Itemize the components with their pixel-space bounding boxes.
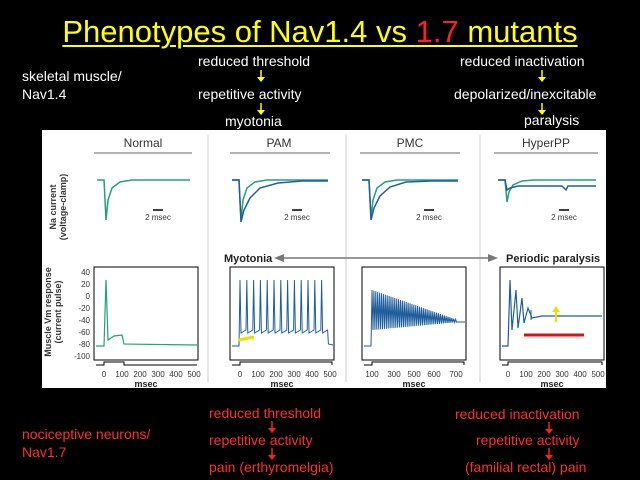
col1-top-a: reduced threshold [198, 53, 311, 69]
arrow-down-icon [545, 448, 553, 460]
col2-top-b: depolarized/inexcitable [454, 86, 597, 102]
pam-trace [232, 279, 334, 347]
ytick: -80 [78, 340, 90, 349]
ytick: -40 [78, 316, 90, 325]
slide-title: Phenotypes of Nav1.4 vs 1.7 mutants [0, 14, 640, 50]
col1-top-c: myotonia [225, 113, 282, 129]
xlabel: msec [270, 379, 293, 388]
ylabel-na-current-line2: (voltage-clamp) [58, 174, 68, 241]
ylabel-na-current-line1: Na current [48, 184, 58, 229]
col2-bottom-c: (familial rectal) pain [465, 459, 587, 475]
col1-bottom-a: reduced threshold [209, 405, 322, 421]
xtick: 300 [151, 370, 165, 379]
xtick: 200 [537, 370, 551, 379]
xtick: 100 [365, 370, 379, 379]
phenotype-figure: Normal PAM PMC HyperPP Na current (volta… [43, 135, 605, 388]
xtick: 0 [102, 370, 107, 379]
title-part1: Phenotypes of Nav1.4 vs [62, 14, 416, 49]
col2-top-c: paralysis [524, 112, 580, 128]
xtick: 0 [506, 370, 511, 379]
col2-bottom-b: repetitive activity [476, 432, 580, 448]
scale-bar-label: 2 msec [551, 213, 577, 222]
scale-bar-label: 2 msec [145, 213, 171, 222]
xtick: 300 [387, 370, 401, 379]
arrow-down-icon [268, 421, 276, 433]
col1-bottom-b: repetitive activity [209, 432, 313, 448]
xtick: 300 [287, 370, 301, 379]
scale-bar-label: 2 msec [416, 213, 442, 222]
label-nav14: Nav1.4 [22, 86, 67, 102]
arrow-down-icon [538, 103, 546, 115]
xtick: 400 [169, 370, 183, 379]
ytick: -60 [78, 328, 90, 337]
xtick: 100 [251, 370, 265, 379]
xtick: 600 [427, 370, 441, 379]
ylabel-vm-line2: (current pulse) [53, 280, 63, 343]
scale-bar-label: 2 msec [284, 213, 310, 222]
ylabel-vm-line1: Muscle Vm response [43, 267, 53, 357]
pmc-spike-path [364, 289, 465, 347]
xtick: 200 [133, 370, 147, 379]
label-nociceptive: nociceptive neurons/ [22, 426, 151, 442]
panel-label-normal: Normal [124, 136, 163, 150]
panel-label-pmc: PMC [397, 136, 424, 150]
pmc-trace [364, 289, 465, 347]
arrow-down-icon [538, 70, 546, 82]
title-part3: mutants [458, 14, 578, 49]
xtick: 100 [519, 370, 533, 379]
xtick: 700 [449, 370, 463, 379]
figure-panel: Normal PAM PMC HyperPP Na current (volta… [42, 130, 606, 388]
label-nav17: Nav1.7 [22, 444, 67, 460]
ytick: 20 [81, 280, 90, 289]
arrow-down-icon [268, 448, 276, 460]
col2-top-a: reduced inactivation [460, 53, 585, 69]
label-skeletal-muscle: skeletal muscle/ [22, 68, 122, 84]
arrow-down-icon [257, 70, 265, 82]
arrow-down-icon [257, 103, 265, 115]
ytick: -100 [74, 352, 91, 361]
xlabel: msec [402, 379, 425, 388]
xtick: 500 [407, 370, 421, 379]
ytick: 0 [86, 292, 91, 301]
xtick: 0 [238, 370, 243, 379]
ytick: 40 [81, 268, 90, 277]
xtick: 500 [323, 370, 337, 379]
xtick: 200 [269, 370, 283, 379]
panel-label-hyperpp: HyperPP [522, 136, 570, 150]
title-part2: 1.7 [415, 14, 459, 49]
xtick: 100 [115, 370, 129, 379]
panel-label-pam: PAM [266, 136, 291, 150]
col1-top-b: repetitive activity [198, 86, 302, 102]
xtick: 500 [187, 370, 201, 379]
xtick: 500 [591, 370, 605, 379]
xtick: 400 [305, 370, 319, 379]
col1-bottom-c: pain (erthyromelgia) [209, 459, 334, 475]
col2-bottom-a: reduced inactivation [455, 406, 580, 422]
xlabel: msec [540, 379, 563, 388]
myotonia-label: Myotonia [224, 253, 273, 265]
xlabel: msec [134, 379, 157, 388]
xtick: 400 [573, 370, 587, 379]
periodic-paralysis-label: Periodic paralysis [506, 253, 600, 265]
xtick: 300 [555, 370, 569, 379]
arrow-down-icon [545, 422, 553, 434]
pam-spike-path [232, 279, 334, 347]
ytick: -20 [78, 304, 90, 313]
